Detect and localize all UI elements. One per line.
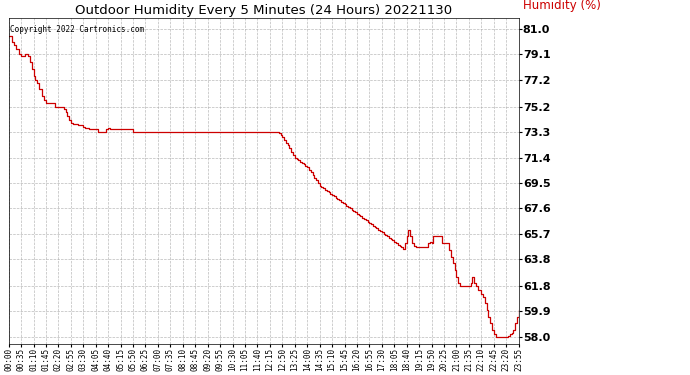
Title: Outdoor Humidity Every 5 Minutes (24 Hours) 20221130: Outdoor Humidity Every 5 Minutes (24 Hou… xyxy=(75,4,452,17)
Y-axis label: Humidity (%): Humidity (%) xyxy=(523,0,601,12)
Text: Copyright 2022 Cartronics.com: Copyright 2022 Cartronics.com xyxy=(10,25,144,34)
